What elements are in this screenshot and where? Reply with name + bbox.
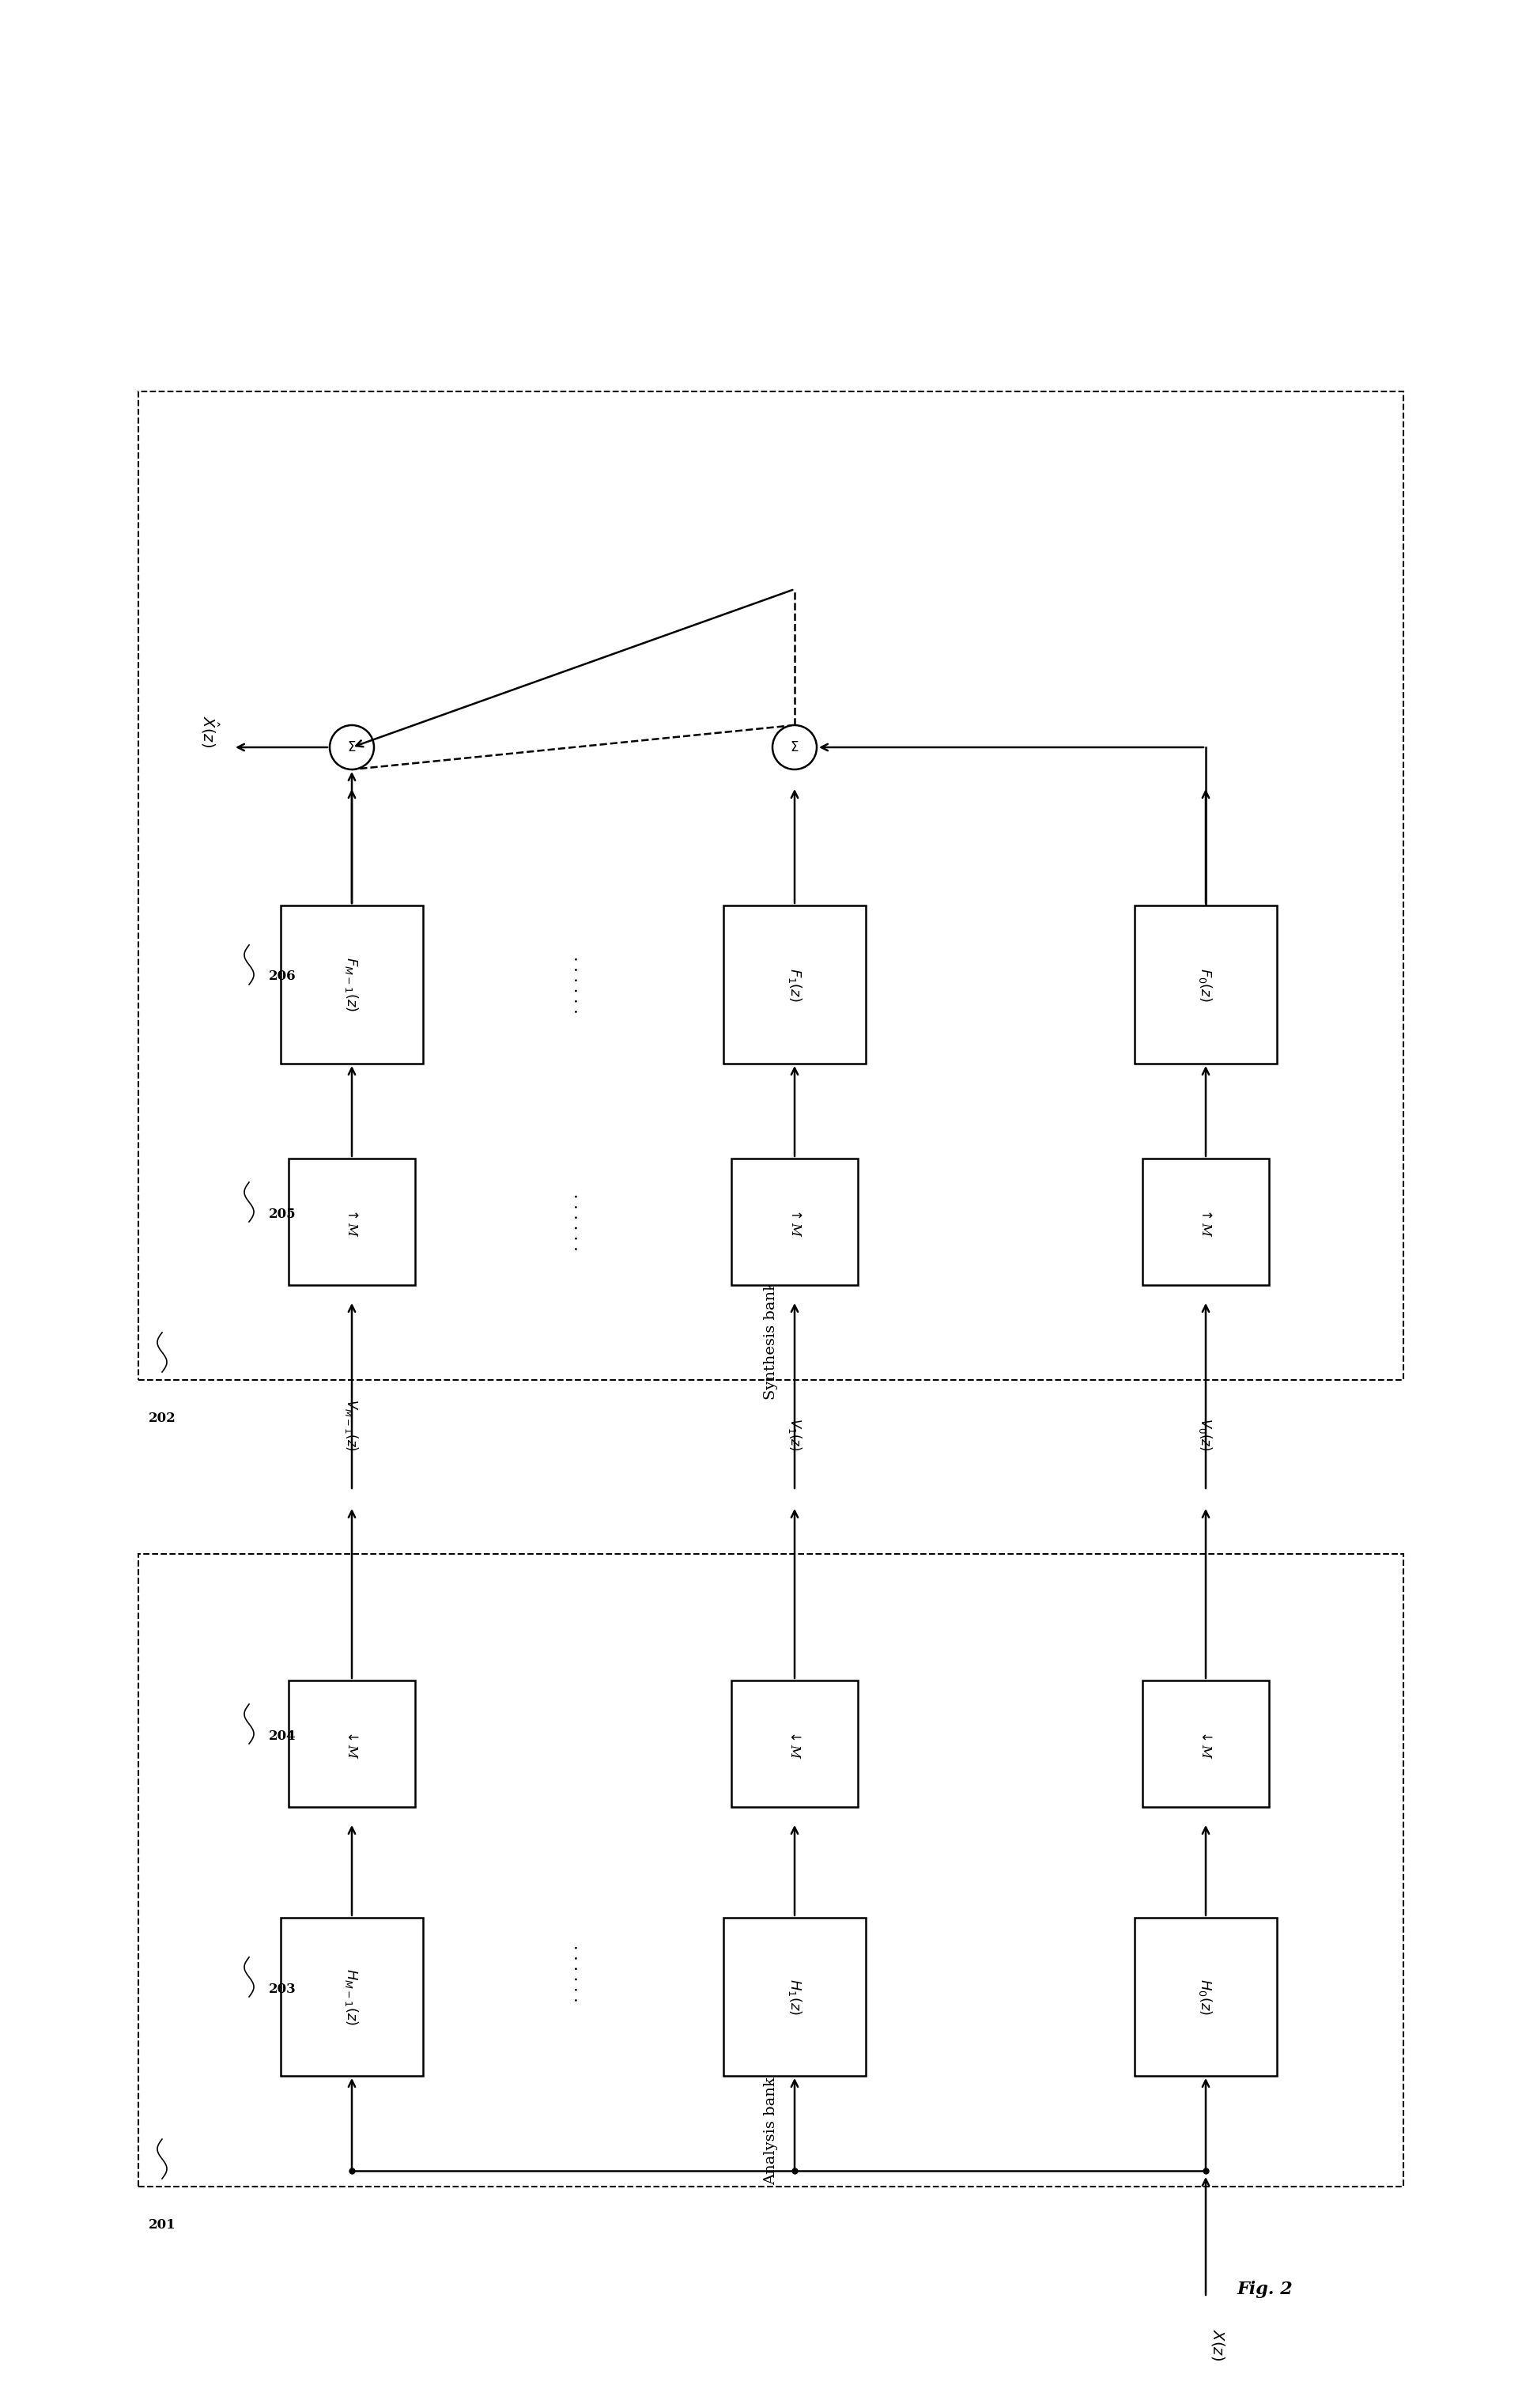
FancyBboxPatch shape bbox=[289, 1681, 416, 1806]
Text: Fig. 2: Fig. 2 bbox=[1237, 2280, 1294, 2297]
FancyBboxPatch shape bbox=[732, 1681, 858, 1806]
Text: Analysis bank: Analysis bank bbox=[764, 2078, 778, 2186]
FancyBboxPatch shape bbox=[280, 1917, 423, 2076]
FancyBboxPatch shape bbox=[723, 1917, 866, 2076]
Text: 204: 204 bbox=[269, 1729, 297, 1743]
Text: $\uparrow$M: $\uparrow$M bbox=[788, 1206, 801, 1238]
Text: $\uparrow$M: $\uparrow$M bbox=[345, 1206, 359, 1238]
Text: $\Sigma$: $\Sigma$ bbox=[347, 742, 356, 754]
Text: $\uparrow$M: $\uparrow$M bbox=[1199, 1206, 1213, 1238]
Text: 202: 202 bbox=[148, 1411, 177, 1426]
Text: 201: 201 bbox=[149, 2218, 175, 2232]
Text: · · · · · ·: · · · · · · bbox=[566, 956, 581, 1014]
Text: 205: 205 bbox=[269, 1206, 297, 1221]
Text: $V_{M-1}(z)$: $V_{M-1}(z)$ bbox=[344, 1399, 361, 1452]
FancyBboxPatch shape bbox=[723, 905, 866, 1064]
Text: $\downarrow$M: $\downarrow$M bbox=[345, 1729, 359, 1760]
Text: $H_{M-1}(z)$: $H_{M-1}(z)$ bbox=[344, 1967, 361, 2025]
Text: $V_1(z)$: $V_1(z)$ bbox=[787, 1418, 804, 1452]
FancyBboxPatch shape bbox=[1134, 905, 1277, 1064]
Circle shape bbox=[773, 725, 817, 771]
FancyBboxPatch shape bbox=[280, 905, 423, 1064]
Text: $X(z)$: $X(z)$ bbox=[1210, 2329, 1227, 2360]
Text: $H_1(z)$: $H_1(z)$ bbox=[787, 1979, 804, 2015]
FancyBboxPatch shape bbox=[289, 1158, 416, 1286]
FancyBboxPatch shape bbox=[1134, 1917, 1277, 2076]
Text: $\Sigma$: $\Sigma$ bbox=[790, 742, 799, 754]
Text: $\hat{X}(z)$: $\hat{X}(z)$ bbox=[199, 715, 221, 746]
Text: $F_{M-1}(z)$: $F_{M-1}(z)$ bbox=[344, 958, 361, 1011]
Text: $F_1(z)$: $F_1(z)$ bbox=[787, 968, 804, 1002]
Text: $H_0(z)$: $H_0(z)$ bbox=[1198, 1979, 1215, 2015]
Text: $\downarrow$M: $\downarrow$M bbox=[788, 1729, 801, 1760]
FancyBboxPatch shape bbox=[1143, 1681, 1269, 1806]
Text: 203: 203 bbox=[269, 1982, 297, 1996]
Text: · · · · · ·: · · · · · · bbox=[566, 1943, 581, 2001]
Text: $V_0(z)$: $V_0(z)$ bbox=[1198, 1418, 1215, 1452]
Text: · · · · · ·: · · · · · · bbox=[566, 1192, 581, 1250]
Circle shape bbox=[330, 725, 374, 771]
Text: $\downarrow$M: $\downarrow$M bbox=[1199, 1729, 1213, 1760]
Text: 206: 206 bbox=[269, 970, 297, 982]
FancyBboxPatch shape bbox=[1143, 1158, 1269, 1286]
Text: Synthesis bank: Synthesis bank bbox=[764, 1281, 778, 1399]
Text: $F_0(z)$: $F_0(z)$ bbox=[1198, 968, 1215, 1002]
FancyBboxPatch shape bbox=[732, 1158, 858, 1286]
